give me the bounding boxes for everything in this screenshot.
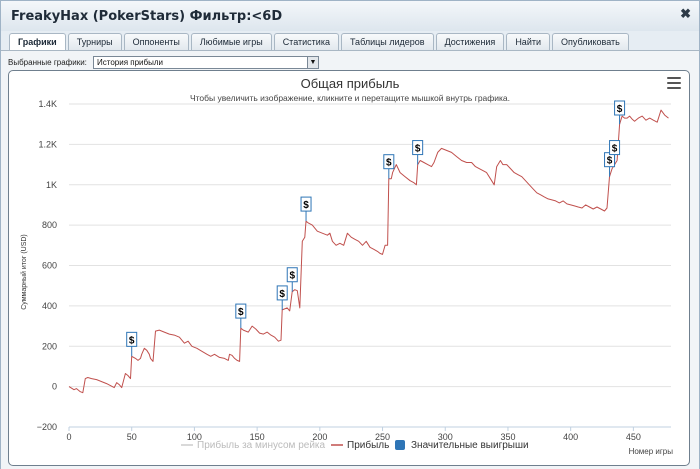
graph-selector-label: Выбранные графики: [8, 58, 87, 67]
legend-label: Значительные выигрыши [411, 440, 529, 451]
graph-selector-dropdown[interactable]: История прибыли ▼ [93, 56, 319, 69]
chart-subtitle: Чтобы увеличить изображение, кликните и … [190, 93, 510, 103]
flag-box [276, 285, 288, 301]
x-axis-ticks: 0 50 100 150 200 250 300 350 400 450 [66, 427, 641, 442]
flag-box [300, 196, 312, 212]
flag-box [609, 140, 621, 156]
tab-graphs[interactable]: Графики [9, 33, 66, 51]
big-win-flag: $ [383, 154, 395, 179]
big-win-flag: $ [276, 285, 288, 310]
tab-bar: Графики Турниры Оппоненты Любимые игры С… [9, 33, 629, 51]
big-win-flag: $ [286, 267, 298, 292]
x-tick-label: 350 [500, 432, 515, 442]
x-tick-label: 200 [312, 432, 327, 442]
big-win-flag: $ [235, 303, 247, 329]
flag-label: $ [129, 335, 135, 346]
x-tick-label: 100 [187, 432, 202, 442]
tab-publish[interactable]: Опубликовать [552, 33, 629, 50]
big-win-flag: $ [614, 100, 626, 125]
y-tick-label: 1.2K [38, 139, 57, 149]
flag-label: $ [415, 144, 421, 155]
chart-flags: $$$$$$$$$$ [126, 100, 626, 357]
tab-tournaments[interactable]: Турниры [67, 33, 122, 50]
chart-title: Общая прибыль [301, 76, 400, 91]
y-tick-label: 200 [42, 341, 57, 351]
x-tick-label: 300 [438, 432, 453, 442]
y-tick-label: 600 [42, 261, 57, 271]
tab-favorite-games[interactable]: Любимые игры [190, 33, 272, 50]
graph-selector-value: История прибыли [97, 58, 163, 67]
flag-box [412, 140, 424, 156]
flag-label: $ [289, 271, 295, 282]
y-axis-ticks: −200 0 200 400 600 800 1K 1.2K 1.4K [37, 99, 57, 432]
title-bar: FreakyHax (PokerStars) Фильтр:<6D ✖ [1, 1, 699, 31]
x-tick-label: 400 [563, 432, 578, 442]
flag-box [235, 303, 247, 319]
chart-series [68, 109, 669, 394]
flag-box [286, 267, 298, 283]
x-tick-label: 150 [250, 432, 265, 442]
flag-box [126, 331, 138, 347]
legend-item[interactable]: Прибыль за минусом рейка [181, 439, 326, 451]
close-icon[interactable]: ✖ [680, 6, 691, 21]
x-tick-label: 0 [66, 432, 71, 442]
tab-leaderboards[interactable]: Таблицы лидеров [340, 33, 434, 50]
chevron-down-icon[interactable]: ▼ [307, 57, 318, 68]
big-win-flag: $ [609, 140, 621, 165]
flag-box [383, 154, 395, 170]
big-win-flag: $ [300, 196, 312, 222]
chart-legend: Прибыль за минусом рейка Прибыль Значитель… [181, 439, 529, 451]
tab-divider [1, 50, 699, 51]
y-axis-label: Суммарный итог (USD) [20, 234, 28, 310]
y-tick-label: 400 [42, 301, 57, 311]
flag-label: $ [279, 289, 285, 300]
flag-label: $ [238, 307, 244, 318]
profit-chart[interactable]: Общая прибыль Чтобы увеличить изображени… [9, 71, 690, 466]
y-tick-label: −200 [37, 422, 57, 432]
flag-label: $ [612, 144, 618, 155]
big-win-flag: $ [126, 331, 138, 357]
x-tick-label: 450 [626, 432, 641, 442]
chart-panel[interactable]: Общая прибыль Чтобы увеличить изображени… [8, 70, 690, 466]
big-win-flag: $ [412, 140, 424, 165]
chart-menu-icon[interactable] [667, 77, 681, 89]
x-axis-label: Номер игры [629, 447, 674, 456]
y-tick-label: 1.4K [38, 99, 57, 109]
flag-label: $ [607, 156, 613, 167]
legend-label: Прибыль за минусом рейка [197, 439, 326, 451]
tab-opponents[interactable]: Оппоненты [123, 33, 189, 50]
tab-search[interactable]: Найти [506, 33, 550, 50]
window-title: FreakyHax (PokerStars) Фильтр:<6D [11, 9, 283, 24]
tab-achievements[interactable]: Достижения [435, 33, 505, 50]
y-tick-label: 800 [42, 220, 57, 230]
y-tick-label: 1K [46, 180, 57, 190]
x-tick-label: 250 [375, 432, 390, 442]
legend-item[interactable]: Прибыль [331, 439, 389, 451]
flag-label: $ [303, 200, 309, 211]
chart-grid [69, 103, 671, 428]
legend-label: Прибыль [347, 439, 389, 451]
big-win-flag: $ [604, 152, 616, 177]
flag-box [614, 100, 626, 116]
legend-item[interactable]: Значительные выигрыши [395, 440, 529, 451]
tab-statistics[interactable]: Статистика [273, 33, 339, 50]
legend-swatch [395, 440, 405, 450]
flag-label: $ [617, 104, 623, 115]
flag-label: $ [386, 158, 392, 169]
x-tick-label: 50 [127, 432, 137, 442]
profit-series-line [68, 109, 669, 394]
y-tick-label: 0 [52, 382, 57, 392]
